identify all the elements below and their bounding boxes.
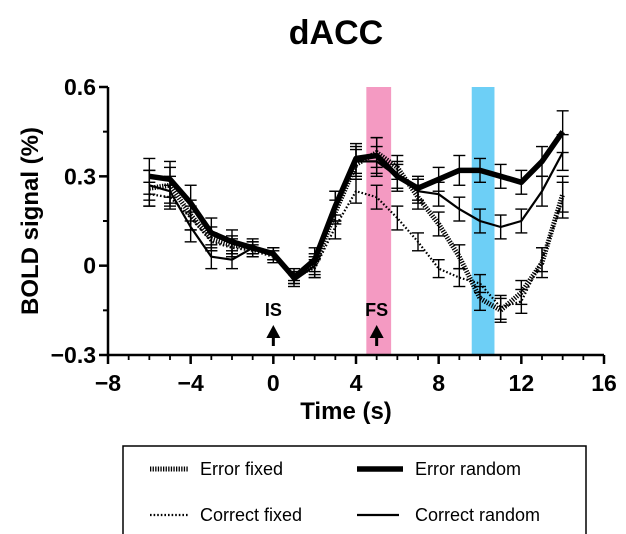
y-tick-label: 0.3	[64, 163, 96, 189]
x-axis-label: Time (s)	[300, 398, 392, 425]
error-bar-correct-fixed-18	[494, 294, 507, 320]
annotation-label: IS	[265, 300, 282, 320]
y-axis-label: BOLD signal (%)	[17, 127, 44, 315]
x-tick-label: 16	[591, 370, 617, 396]
legend-label: Error random	[415, 459, 521, 479]
legend-label: Correct random	[415, 505, 540, 525]
shaded-region-1	[366, 87, 392, 355]
error-bar-correct-fixed-21	[556, 181, 569, 219]
error-bar-correct-fixed-16	[453, 267, 466, 288]
x-tick-label: −8	[95, 370, 121, 396]
legend-label: Error fixed	[200, 459, 283, 479]
annotation-is: IS	[265, 300, 282, 346]
x-tick-label: 4	[350, 370, 363, 396]
series-layer	[143, 110, 569, 323]
legend-item-correct-fixed: Correct fixed	[150, 505, 302, 525]
y-tick-label: 0	[83, 253, 96, 279]
legend-item-correct-random: Correct random	[357, 505, 540, 525]
legend-item-error-random: Error random	[357, 459, 521, 479]
series-correct-random	[143, 133, 569, 288]
y-tick-label: 0.6	[64, 74, 96, 100]
chart-title: dACC	[289, 14, 383, 52]
axes: −0.3 0 0.3 0.6 −8 −4 0 4 8 12 16	[51, 74, 617, 396]
error-bar-correct-fixed-15	[432, 259, 445, 279]
x-tick-label: 0	[267, 370, 280, 396]
annotation-fs: FS	[365, 300, 388, 346]
annotation-arrow-head	[266, 325, 281, 338]
legend: Error fixed Error random Correct fixed Corr…	[122, 445, 587, 534]
y-tick-label: −0.3	[51, 342, 96, 368]
error-bar-correct-fixed-13	[391, 205, 404, 231]
legend-item-error-fixed: Error fixed	[150, 459, 283, 479]
series-line-correct-random	[148, 151, 564, 282]
legend-box	[122, 445, 587, 534]
x-tick-label: −4	[178, 370, 204, 396]
annotation-arrow-head	[369, 325, 384, 338]
legend-label: Correct fixed	[200, 505, 302, 525]
x-tick-label: 12	[509, 370, 535, 396]
series-line-correct-fixed	[149, 190, 564, 309]
error-bar-correct-fixed-19	[515, 288, 528, 315]
x-tick-label: 8	[432, 370, 445, 396]
annotation-label: FS	[365, 300, 388, 320]
error-bar-correct-fixed-17	[474, 273, 486, 294]
annotations: IS FS	[265, 300, 388, 346]
